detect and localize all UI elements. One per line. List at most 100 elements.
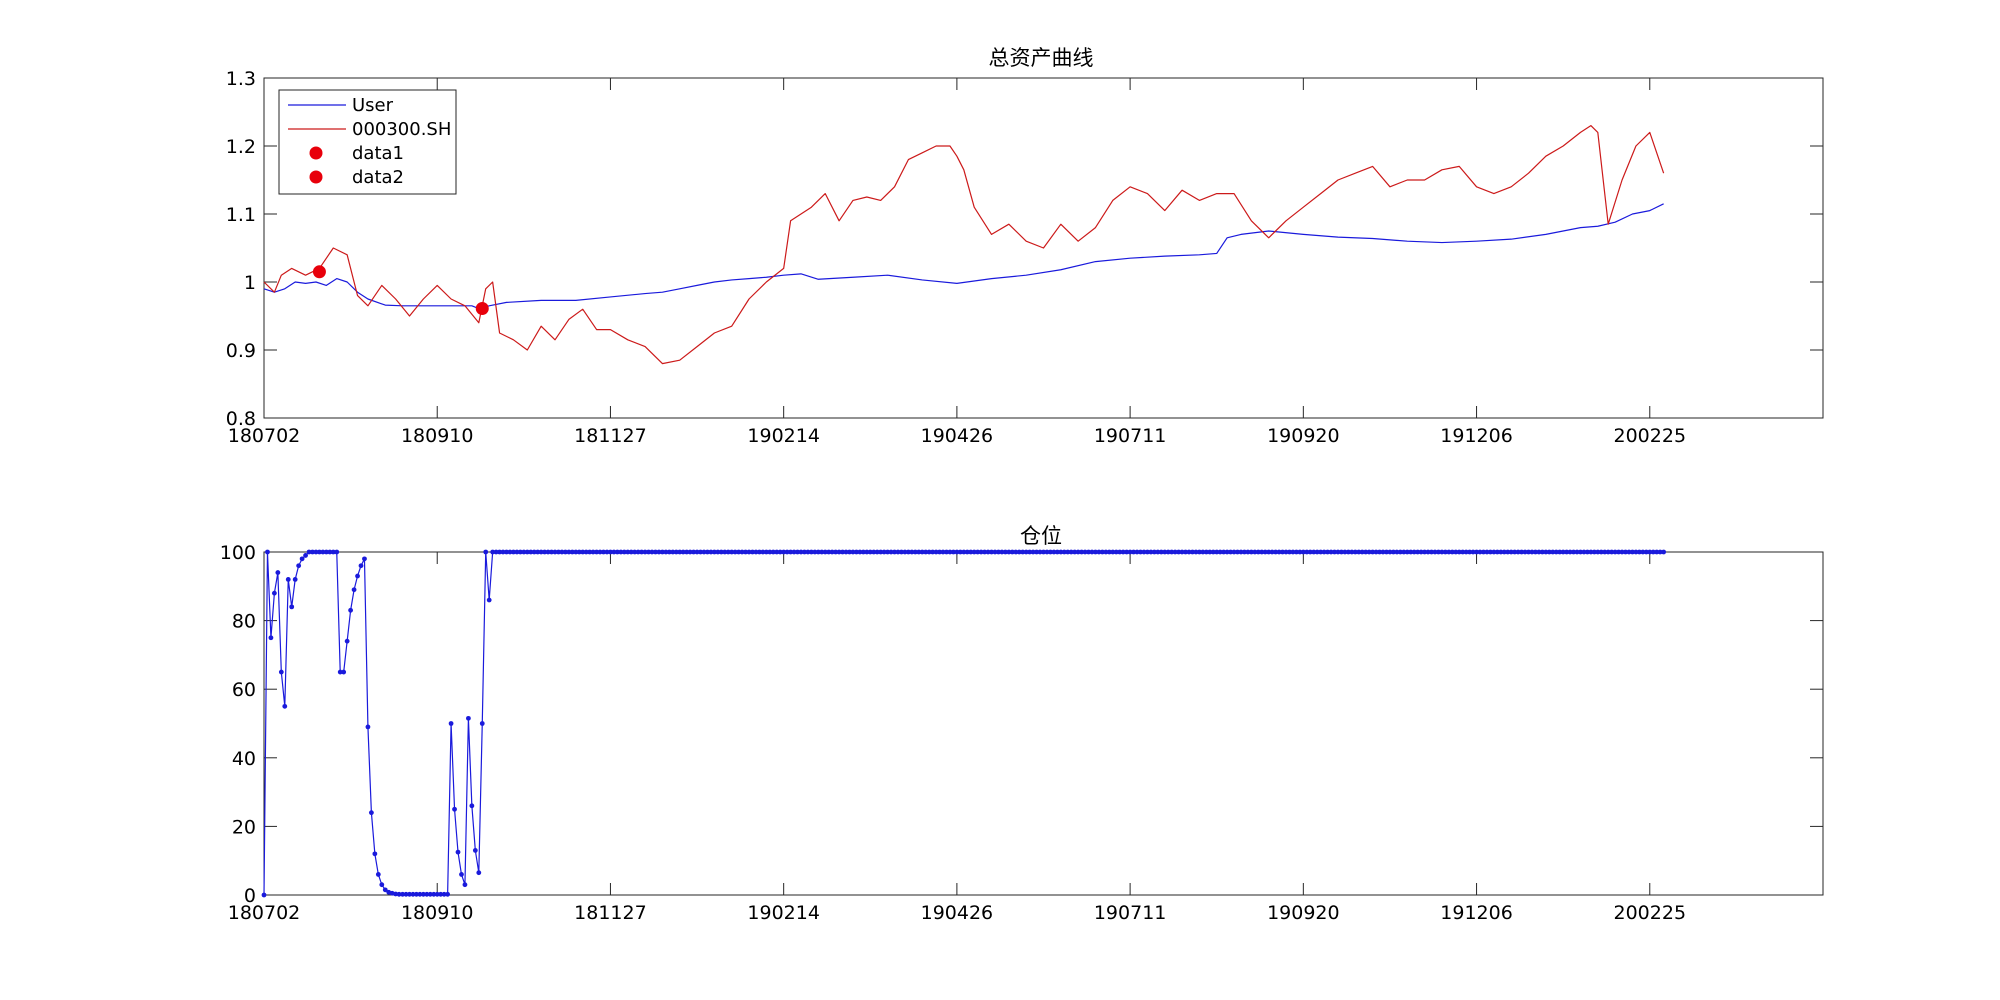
legend-marker-data2 [309, 170, 323, 184]
position-point [1640, 549, 1646, 555]
position-point [1318, 549, 1324, 555]
position-point [635, 549, 641, 555]
position-point [528, 549, 534, 555]
position-point [455, 849, 461, 855]
position-point [1245, 549, 1251, 555]
position-point [1515, 549, 1521, 555]
position-point [1072, 549, 1078, 555]
position-point [725, 549, 731, 555]
position-point [1373, 549, 1379, 555]
asset-series-line-000300-sh [263, 124, 1665, 365]
position-point [791, 549, 797, 555]
position-x-tick-label: 190426 [921, 902, 994, 924]
position-point [1391, 549, 1396, 555]
position-point [1276, 549, 1282, 555]
position-point [1190, 549, 1195, 555]
asset-curve-series [263, 124, 1665, 365]
position-point [1352, 549, 1358, 555]
position-point [1370, 549, 1376, 555]
position-point [271, 590, 277, 596]
position-point [337, 669, 343, 675]
position-point [1633, 549, 1639, 555]
position-point [1307, 549, 1313, 555]
position-point [379, 882, 385, 888]
position-point [1387, 549, 1393, 555]
position-point [1006, 549, 1012, 555]
position-point [836, 549, 842, 555]
position-point [323, 549, 329, 555]
position-point [614, 549, 620, 555]
position-point [1529, 549, 1535, 555]
position-point [1581, 549, 1587, 555]
position-point [763, 549, 769, 555]
position-point [1224, 549, 1230, 555]
position-point [483, 549, 489, 555]
position-point [850, 549, 856, 555]
position-y-tick-label: 100 [220, 542, 256, 564]
position-point [1113, 549, 1119, 555]
position-point [1598, 549, 1604, 555]
position-point [417, 891, 423, 897]
position-point [1512, 549, 1518, 555]
position-point [860, 549, 866, 555]
position-point [472, 848, 478, 853]
position-title: 仓位 [1020, 524, 1062, 548]
position-point [1491, 549, 1497, 555]
position-point [954, 549, 960, 555]
position-point [843, 549, 849, 555]
legend-label-index: 000300.SH [352, 119, 451, 140]
asset-x-tick-label: 190214 [747, 425, 820, 447]
position-point [1162, 549, 1168, 555]
position-point [535, 549, 541, 555]
position-point [1044, 549, 1050, 555]
position-point [739, 549, 745, 555]
asset-curve-x-axis: 180702 180910 181127 190214 190426 190711 1909… [228, 78, 1686, 447]
asset-curve-legend: User 000300.SH data1 data2 [278, 89, 457, 195]
position-point [330, 549, 336, 555]
position-point [871, 549, 877, 555]
position-point [1183, 549, 1188, 555]
position-point [490, 549, 496, 555]
position-point [445, 891, 451, 897]
position-point [278, 669, 284, 675]
position-point [368, 810, 374, 816]
asset-x-tick-label: 191206 [1440, 425, 1513, 447]
position-point [854, 549, 859, 555]
legend-label-user: User [352, 95, 394, 116]
position-point [493, 549, 499, 555]
position-point [1363, 549, 1369, 555]
asset-y-tick-label: 1 [244, 272, 256, 294]
position-point [1134, 549, 1140, 555]
position-point [469, 803, 475, 809]
position-point [1623, 549, 1628, 555]
position-point [621, 549, 627, 555]
position-y-tick-label: 20 [232, 816, 256, 838]
position-point [1255, 549, 1261, 555]
position-point [729, 549, 735, 555]
position-point [1328, 549, 1334, 555]
position-point [1273, 549, 1279, 555]
position-point [334, 549, 340, 555]
position-point [1148, 549, 1154, 555]
position-point [431, 891, 437, 897]
position-point [1217, 549, 1223, 555]
position-point [1207, 549, 1213, 555]
position-point [677, 549, 683, 555]
position-point [1654, 549, 1660, 555]
position-x-tick-label: 190214 [747, 902, 820, 924]
position-point [864, 549, 870, 555]
position-point [684, 549, 690, 555]
position-point [1429, 549, 1434, 555]
position-point [1546, 549, 1552, 555]
position-point [736, 549, 742, 555]
position-point [1242, 549, 1247, 555]
asset-y-tick-label: 0.9 [226, 340, 256, 362]
position-point [951, 549, 956, 555]
position-point [940, 549, 946, 555]
position-point [757, 549, 762, 555]
position-point [1567, 549, 1573, 555]
position-point [964, 549, 970, 555]
position-point [902, 549, 908, 555]
position-point [926, 549, 932, 555]
asset-y-tick-label: 1.3 [226, 68, 256, 90]
